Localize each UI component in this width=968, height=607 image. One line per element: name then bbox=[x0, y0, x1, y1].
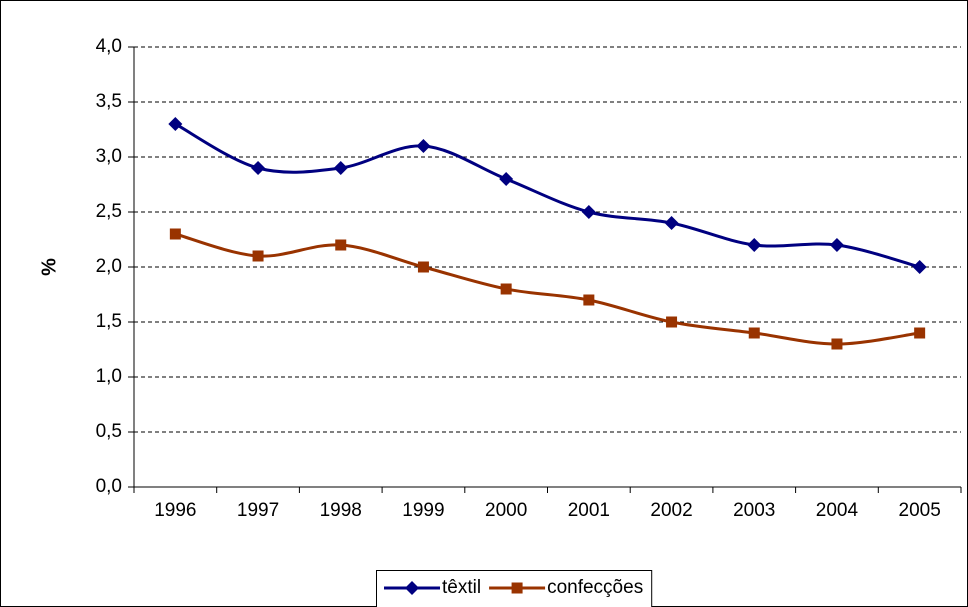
marker-diamond bbox=[333, 161, 348, 175]
x-tick-label: 2004 bbox=[816, 500, 859, 521]
series-line bbox=[174, 122, 921, 269]
y-tick-label: 1,5 bbox=[96, 311, 122, 332]
marker-diamond bbox=[405, 581, 419, 595]
x-tick-label: 2001 bbox=[568, 500, 610, 521]
marker-diamond bbox=[829, 238, 844, 252]
marker-square bbox=[169, 228, 181, 240]
x-tick-label: 1999 bbox=[402, 500, 444, 521]
marker-square bbox=[914, 327, 926, 339]
x-tick-label: 2005 bbox=[899, 500, 941, 521]
marker-diamond bbox=[416, 139, 431, 153]
y-tick-label: 0,0 bbox=[96, 476, 122, 497]
marker-square bbox=[252, 250, 264, 262]
marker-square bbox=[500, 283, 512, 295]
legend: têxtil confecções bbox=[376, 570, 653, 607]
x-tick-label: 2002 bbox=[650, 500, 692, 521]
marker-diamond bbox=[499, 172, 514, 186]
marker-square bbox=[335, 239, 347, 251]
y-tick-label: 2,0 bbox=[96, 256, 122, 277]
marker-square bbox=[748, 327, 760, 339]
x-tick-label: 2003 bbox=[733, 500, 775, 521]
marker-square bbox=[831, 338, 843, 350]
marker-diamond bbox=[581, 205, 596, 219]
marker-square bbox=[666, 316, 678, 328]
y-tick-label: 3,0 bbox=[96, 146, 122, 167]
y-tick-label: 3,5 bbox=[96, 91, 122, 112]
marker-square bbox=[511, 582, 523, 594]
legend-label: confecções bbox=[547, 577, 643, 598]
x-tick-label: 2000 bbox=[485, 500, 527, 521]
y-tick-label: 0,5 bbox=[96, 421, 122, 442]
y-tick-label: 2,5 bbox=[96, 201, 122, 222]
y-tick-label: 4,0 bbox=[96, 36, 122, 57]
marker-square bbox=[583, 294, 595, 306]
marker-diamond bbox=[664, 216, 679, 230]
x-tick-label: 1998 bbox=[320, 500, 362, 521]
y-axis-label: % bbox=[38, 258, 60, 276]
marker-square bbox=[417, 261, 429, 273]
marker-diamond bbox=[912, 260, 927, 274]
series-line bbox=[174, 232, 920, 346]
marker-diamond bbox=[251, 161, 266, 175]
marker-diamond bbox=[168, 117, 183, 131]
y-tick-label: 1,0 bbox=[96, 366, 122, 387]
legend-label: têxtil bbox=[442, 577, 481, 598]
marker-diamond bbox=[747, 238, 762, 252]
x-tick-label: 1997 bbox=[237, 500, 279, 521]
x-tick-label: 1996 bbox=[154, 500, 196, 521]
